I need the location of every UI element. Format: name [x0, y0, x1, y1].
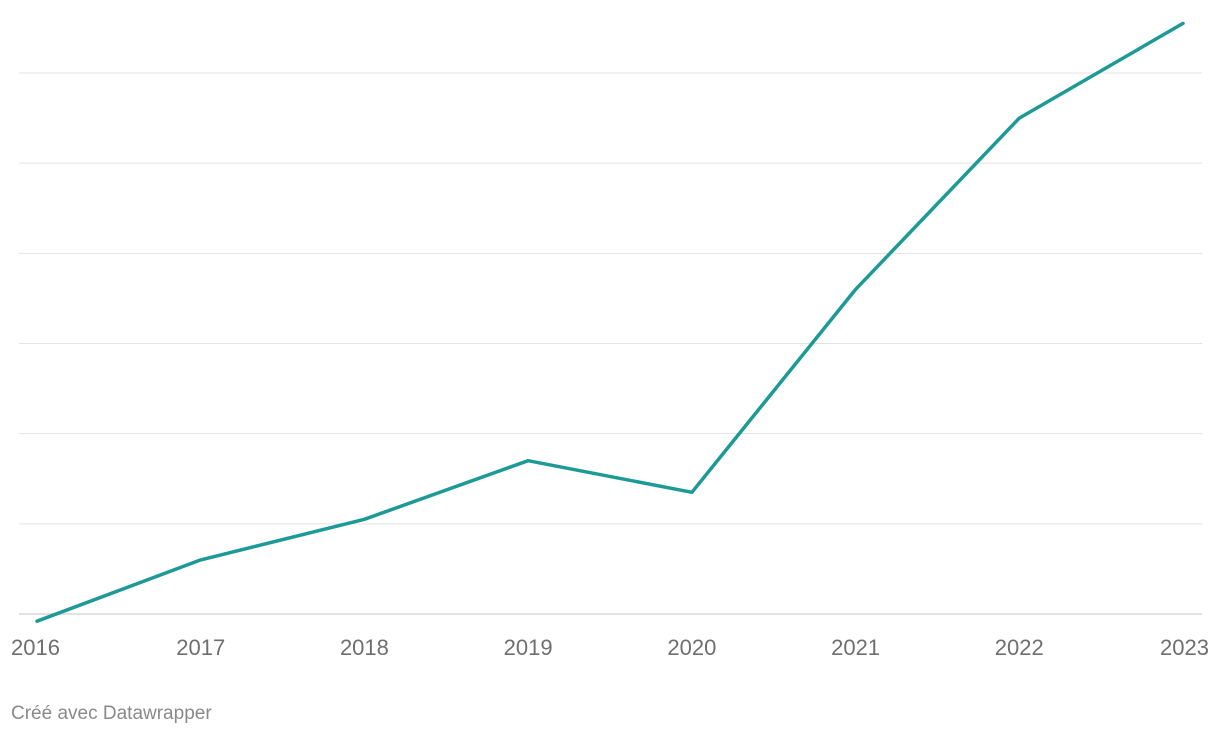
- x-tick-label: 2023: [1160, 635, 1209, 660]
- x-tick-label: 2020: [667, 635, 716, 660]
- series-line: [35, 21, 1185, 623]
- x-tick-label: 2021: [831, 635, 880, 660]
- gridlines: [19, 72, 1202, 615]
- x-tick-label: 2019: [504, 635, 553, 660]
- x-tick-label: 2022: [995, 635, 1044, 660]
- x-axis: 2016 2017 2018 2019 2020 2021 2022 2023: [11, 635, 1209, 660]
- x-tick-label: 2017: [176, 635, 225, 660]
- footer-credit: Créé avec Datawrapper: [11, 703, 212, 724]
- x-tick-label: 2018: [340, 635, 389, 660]
- x-tick-label: 2016: [11, 635, 60, 660]
